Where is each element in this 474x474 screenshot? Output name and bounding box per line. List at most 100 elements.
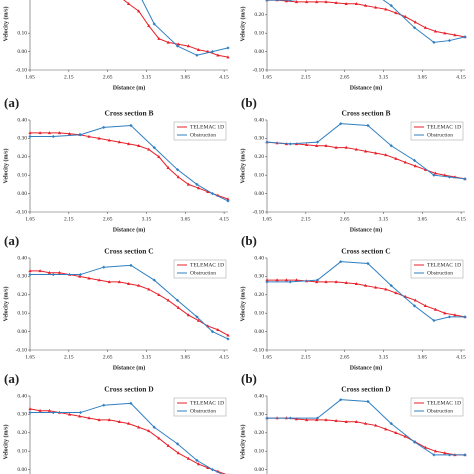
chart-title: Cross section D bbox=[341, 385, 391, 394]
panel-label: (b) bbox=[241, 95, 257, 110]
y-tick-label: 0.10 bbox=[17, 172, 27, 178]
series-line bbox=[30, 402, 223, 474]
marker bbox=[334, 419, 338, 423]
marker bbox=[433, 29, 438, 33]
marker bbox=[354, 281, 358, 285]
marker bbox=[147, 287, 151, 291]
marker bbox=[344, 1, 348, 5]
marker bbox=[195, 53, 199, 57]
marker bbox=[47, 270, 52, 274]
panel-label: (b) bbox=[241, 371, 257, 386]
y-tick-label: 0.30 bbox=[17, 136, 27, 142]
marker bbox=[463, 315, 467, 319]
marker bbox=[354, 147, 358, 151]
legend-label: TELEMAC 1D bbox=[427, 262, 461, 268]
marker bbox=[157, 436, 161, 440]
series-line bbox=[266, 123, 466, 180]
marker bbox=[166, 40, 170, 44]
x-tick-label: 3.65 bbox=[417, 354, 427, 360]
x-axis-label: Distance (m) bbox=[350, 84, 383, 91]
marker bbox=[389, 422, 393, 426]
y-tick-label: 0.10 bbox=[254, 448, 264, 454]
x-axis-label: Distance (m) bbox=[350, 226, 383, 233]
marker bbox=[433, 171, 438, 175]
marker bbox=[339, 122, 343, 126]
x-tick-label: 3.65 bbox=[180, 74, 190, 80]
marker bbox=[384, 153, 388, 157]
panel-label: (a) bbox=[4, 233, 19, 248]
x-tick-label: 2.15 bbox=[301, 74, 311, 80]
marker bbox=[127, 1, 131, 5]
marker bbox=[305, 143, 309, 147]
marker bbox=[315, 143, 319, 147]
marker bbox=[403, 14, 407, 18]
x-tick-label: 3.65 bbox=[180, 216, 190, 222]
marker bbox=[315, 140, 320, 144]
legend-label: Obstruction bbox=[427, 408, 453, 414]
marker bbox=[38, 408, 42, 412]
panel-label: (a) bbox=[4, 95, 19, 110]
marker bbox=[423, 167, 427, 171]
y-tick-label: 0.10 bbox=[17, 310, 27, 316]
marker bbox=[412, 26, 417, 30]
marker bbox=[389, 284, 393, 288]
x-axis-label: Distance (m) bbox=[113, 84, 146, 91]
marker bbox=[334, 1, 338, 5]
marker bbox=[127, 421, 131, 425]
marker bbox=[195, 182, 199, 186]
marker bbox=[447, 315, 452, 319]
y-tick-label: -0.10 bbox=[253, 209, 265, 215]
marker bbox=[87, 276, 91, 280]
marker bbox=[68, 132, 72, 135]
x-tick-label: 4.15 bbox=[456, 216, 466, 222]
marker bbox=[443, 451, 447, 455]
marker bbox=[68, 412, 72, 416]
marker bbox=[176, 175, 180, 179]
chart-title: Cross section B bbox=[104, 109, 153, 118]
marker bbox=[394, 431, 398, 434]
y-tick-label: 0.00 bbox=[17, 49, 27, 55]
y-tick-label: 0.00 bbox=[17, 329, 27, 335]
marker bbox=[97, 278, 101, 282]
marker bbox=[152, 278, 156, 282]
series-line bbox=[141, 0, 229, 56]
marker bbox=[324, 280, 328, 284]
marker bbox=[97, 136, 101, 140]
marker bbox=[176, 305, 180, 309]
marker bbox=[28, 134, 32, 139]
marker bbox=[374, 423, 378, 427]
marker bbox=[432, 40, 436, 44]
marker bbox=[463, 453, 467, 457]
marker bbox=[152, 22, 156, 26]
marker bbox=[137, 425, 141, 429]
x-tick-label: 3.65 bbox=[417, 74, 427, 80]
chart-title: Cross section C bbox=[104, 247, 153, 256]
series-line bbox=[30, 264, 229, 340]
marker bbox=[443, 173, 447, 177]
marker bbox=[366, 261, 370, 266]
marker bbox=[324, 418, 328, 422]
marker bbox=[47, 408, 52, 412]
marker bbox=[175, 298, 180, 302]
chart-title: Cross section C bbox=[341, 247, 390, 256]
marker bbox=[226, 197, 230, 201]
x-tick-label: 3.15 bbox=[379, 216, 389, 222]
marker bbox=[175, 168, 180, 172]
y-tick-label: 0.10 bbox=[17, 30, 27, 36]
x-tick-label: 3.15 bbox=[379, 74, 389, 80]
y-tick-label: 0.40 bbox=[17, 393, 27, 399]
marker bbox=[315, 0, 319, 4]
marker bbox=[51, 134, 55, 139]
marker bbox=[196, 47, 201, 51]
marker bbox=[127, 142, 131, 146]
marker bbox=[226, 46, 230, 50]
marker bbox=[334, 145, 338, 149]
marker bbox=[216, 53, 220, 57]
marker bbox=[226, 199, 230, 203]
y-tick-label: 0.00 bbox=[17, 191, 27, 197]
marker bbox=[57, 131, 62, 135]
x-tick-label: 2.65 bbox=[103, 216, 113, 222]
marker bbox=[432, 453, 436, 457]
marker bbox=[152, 425, 156, 429]
